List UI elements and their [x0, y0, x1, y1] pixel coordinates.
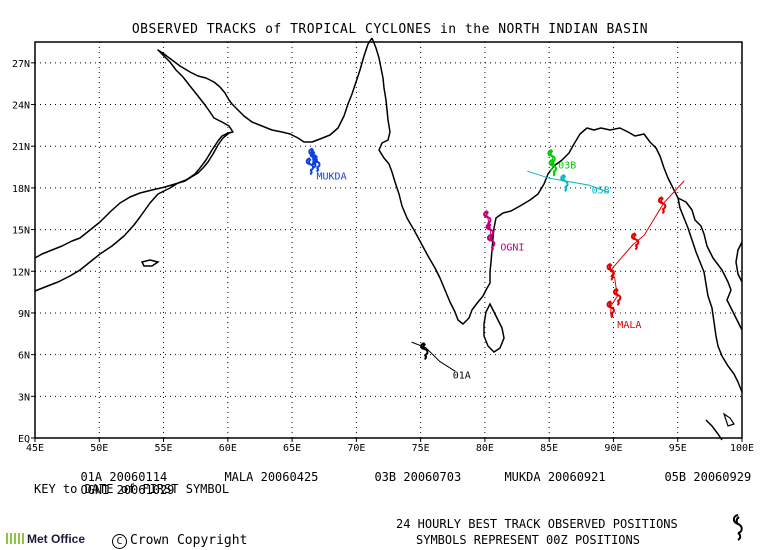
cyclone-symbol-icon	[612, 287, 622, 306]
key-caption: KEY to DATE of FIRST SYMBOL	[34, 482, 230, 496]
cyclone-symbol-icon	[606, 262, 615, 281]
key-03b-date: 20060703	[403, 470, 462, 484]
cyclone-symbol-icon	[420, 342, 429, 360]
lon-label-50E: 50E	[90, 443, 108, 454]
cyclone-symbol-icon	[560, 173, 569, 192]
lon-label-95E: 95E	[669, 443, 687, 454]
cyclone-tracks: 01A OGNI MALA 03B MUKDA 05B	[305, 147, 685, 381]
key-ogni-date: 20061029	[116, 483, 175, 497]
key-ogni-name: OGNI	[80, 483, 110, 497]
key-01a: 01A 20060114	[66, 456, 167, 484]
axis-ticks: 45E 50E 55E 60E 65E 70E 75E 80E 85E 90E 95E 100E EQ 3…	[12, 59, 754, 454]
lat-label-EQ: EQ	[18, 434, 30, 445]
lat-label-18N: 18N	[12, 184, 30, 195]
key-mala: MALA 20060425	[210, 456, 318, 484]
legend-line-2: SYMBOLS REPRESENT 00Z POSITIONS	[416, 533, 640, 547]
track-label-01a: 01A	[453, 370, 471, 381]
cyclone-symbol-icon	[630, 232, 640, 251]
key-05b: 05B 20060929	[650, 456, 751, 484]
cyclone-symbol-legend-icon	[732, 514, 743, 541]
track-line-03b	[550, 155, 555, 172]
lat-label-15N: 15N	[12, 226, 30, 237]
copyright-icon: C	[112, 534, 127, 549]
cyclone-symbol-icon	[606, 300, 615, 319]
lat-label-24N: 24N	[12, 101, 30, 112]
lat-lon-grid	[35, 42, 742, 438]
lat-label-3N: 3N	[18, 392, 30, 403]
key-03b: 03B 20060703	[360, 456, 461, 484]
key-mukda-date: 20060921	[547, 470, 606, 484]
key-mala-name: MALA	[224, 470, 254, 484]
small-island-2	[722, 412, 735, 427]
track-01a: 01A	[411, 341, 471, 381]
track-line-mala	[610, 180, 685, 316]
cyclone-symbol-icon	[305, 157, 315, 176]
key-05b-name: 05B	[664, 470, 687, 484]
lon-label-60E: 60E	[219, 443, 237, 454]
lon-label-85E: 85E	[540, 443, 558, 454]
track-label-05b: 05B	[592, 185, 610, 196]
key-mukda-name: MUKDA	[504, 470, 541, 484]
coastline-andaman-sea-east	[735, 241, 743, 283]
track-05b: 05B	[527, 170, 610, 196]
key-05b-date: 20060929	[693, 470, 752, 484]
small-island	[140, 259, 160, 267]
track-mala: MALA	[606, 180, 685, 331]
lon-label-90E: 90E	[604, 443, 622, 454]
key-01a-date: 20060114	[109, 470, 168, 484]
map-title: OBSERVED TRACKS of TROPICAL CYCLONES in …	[131, 22, 649, 37]
lon-label-100E: 100E	[730, 443, 754, 454]
lon-label-45E: 45E	[26, 443, 44, 454]
logo-text: Met Office	[27, 532, 86, 546]
lon-label-80E: 80E	[476, 443, 494, 454]
track-line-01a	[411, 341, 456, 372]
key-mala-date: 20060425	[260, 470, 319, 484]
lon-label-70E: 70E	[347, 443, 365, 454]
met-office-logo: Met Office	[6, 532, 85, 546]
coastline-malaysia	[705, 419, 723, 441]
coastline-burma-southern	[677, 197, 743, 393]
map-frame	[34, 41, 743, 439]
track-label-mukda: MUKDA	[317, 172, 347, 183]
lat-label-21N: 21N	[12, 142, 30, 153]
lon-label-55E: 55E	[155, 443, 173, 454]
track-03b: 03B	[547, 148, 576, 177]
cyclone-symbol-icon	[308, 147, 317, 166]
cyclone-symbol-icon	[657, 196, 667, 215]
track-label-03b: 03B	[558, 160, 576, 171]
lat-label-27N: 27N	[12, 59, 30, 70]
track-label-mala: MALA	[617, 320, 641, 331]
sri-lanka	[483, 302, 505, 353]
track-mukda: MUKDA	[305, 147, 347, 183]
track-label-ogni: OGNI	[500, 242, 524, 253]
key-ogni: OGNI 20061029	[66, 469, 174, 497]
cyclone-symbol-icon	[486, 233, 496, 252]
key-01a-name: 01A	[80, 470, 103, 484]
lon-label-75E: 75E	[412, 443, 430, 454]
lat-label-6N: 6N	[18, 351, 30, 362]
legend-line-1: 24 HOURLY BEST TRACK OBSERVED POSITIONS	[396, 517, 678, 531]
lat-label-9N: 9N	[18, 309, 30, 320]
key-03b-name: 03B	[374, 470, 397, 484]
met-office-logo-icon	[6, 533, 24, 544]
copyright-text: Crown Copyright	[130, 533, 248, 548]
lon-label-65E: 65E	[283, 443, 301, 454]
coastline	[34, 37, 743, 331]
track-ogni: OGNI	[483, 210, 524, 253]
key-mukda: MUKDA 20060921	[490, 456, 606, 484]
cyclone-symbol-icon	[548, 158, 558, 177]
copyright: C Crown Copyright	[112, 533, 247, 549]
lat-label-12N: 12N	[12, 267, 30, 278]
